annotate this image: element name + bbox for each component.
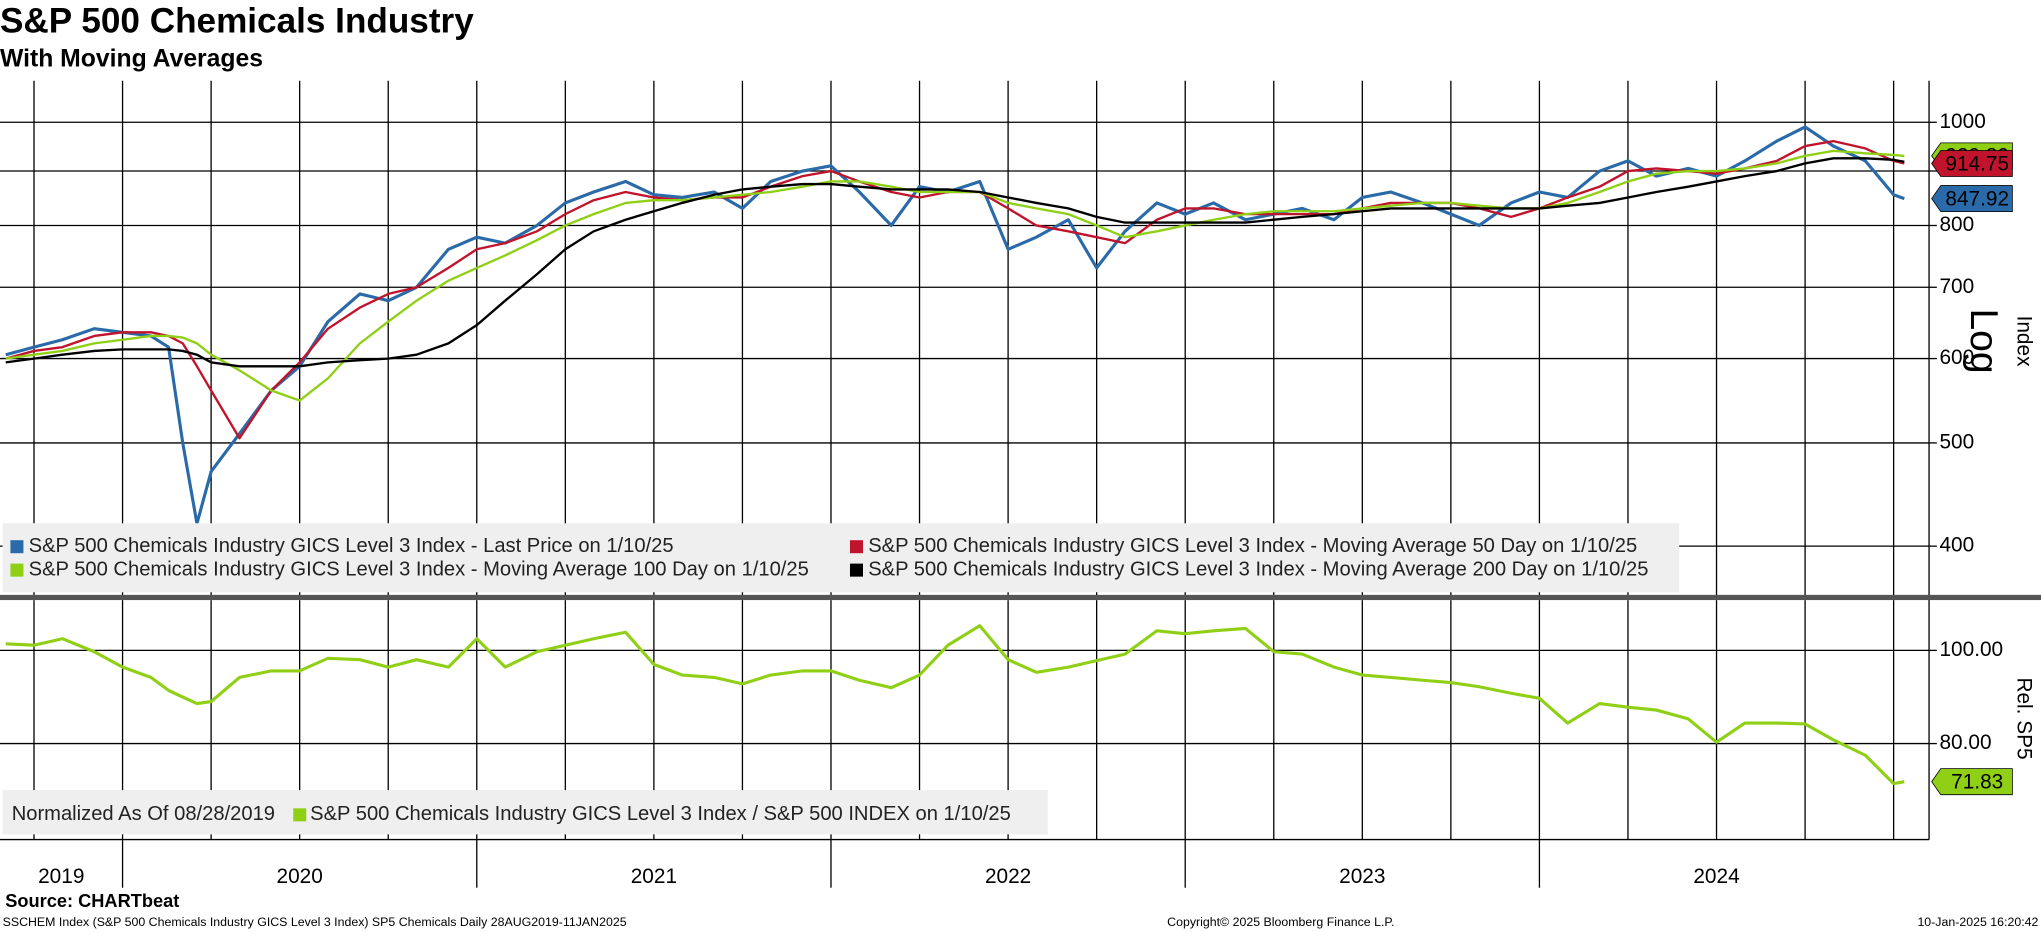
y-tick-label: 100.00: [1939, 638, 2003, 661]
x-tick-label: 2021: [631, 865, 677, 888]
legend-swatch: [293, 808, 307, 822]
x-tick-label: 2020: [277, 865, 323, 888]
legend-label: S&P 500 Chemicals Industry GICS Level 3 …: [29, 535, 674, 557]
series-group: [5, 125, 1905, 526]
scale-label: Log: [1962, 308, 2005, 373]
value-tag-label: 71.83: [1951, 770, 2003, 793]
x-tick-label: 2019: [38, 865, 84, 888]
legend-swatch: [10, 540, 24, 554]
plot-layer: 4005006007008009001000S&P 500 Chemicals …: [0, 80, 2003, 888]
series-line: [5, 624, 1905, 786]
source: Source: CHARTbeat: [5, 891, 179, 911]
y-axis-label: Rel. SP5: [2012, 677, 2035, 759]
panel-divider: [0, 594, 2041, 601]
y-tick-label: 800: [1939, 213, 1974, 236]
legend-swatch: [849, 540, 863, 554]
legend-label: S&P 500 Chemicals Industry GICS Level 3 …: [310, 803, 1011, 825]
x-tick-label: 2024: [1693, 865, 1739, 888]
value-tag: [1931, 150, 2013, 177]
legend-note: Normalized As Of 08/28/2019: [12, 803, 275, 825]
chart-title: S&P 500 Chemicals Industry: [0, 2, 474, 41]
value-tag: [1931, 768, 2013, 796]
legend-label: S&P 500 Chemicals Industry GICS Level 3 …: [868, 535, 1637, 557]
y-axis-label: Index: [2012, 316, 2035, 368]
series-line: [5, 157, 1905, 368]
y-tick-label: 80.00: [1939, 731, 1991, 754]
y-tick-label: 1000: [1939, 110, 1985, 133]
value-tag-label: 847.92: [1945, 187, 2009, 210]
value-tag: [1931, 185, 2013, 212]
chart-subtitle: With Moving Averages: [0, 45, 263, 72]
y-tick-label: 500: [1939, 430, 1974, 453]
series-line: [5, 139, 1905, 440]
series-line: [5, 149, 1905, 402]
y-tick-label: 400: [1939, 534, 1974, 557]
legend-box: [2, 790, 1048, 835]
y-tick-label: 700: [1939, 275, 1974, 298]
value-tag-label: 914.75: [1945, 152, 2009, 175]
legend-swatch: [10, 563, 24, 577]
x-tick-label: 2022: [985, 865, 1031, 888]
footer-left: SSCHEM Index (S&P 500 Chemicals Industry…: [3, 915, 627, 929]
legend-label: S&P 500 Chemicals Industry GICS Level 3 …: [868, 558, 1648, 580]
series-line: [5, 125, 1905, 526]
footer-center: Copyright© 2025 Bloomberg Finance L.P.: [1167, 915, 1394, 929]
footer-right: 10-Jan-2025 16:20:42: [1917, 915, 2038, 929]
legend-swatch: [849, 563, 863, 577]
legend-label: S&P 500 Chemicals Industry GICS Level 3 …: [29, 558, 809, 580]
x-tick-label: 2023: [1339, 865, 1385, 888]
y-tick-label: 600: [1939, 346, 1974, 369]
series-group: [5, 624, 1905, 786]
legend-box: [2, 523, 1680, 593]
